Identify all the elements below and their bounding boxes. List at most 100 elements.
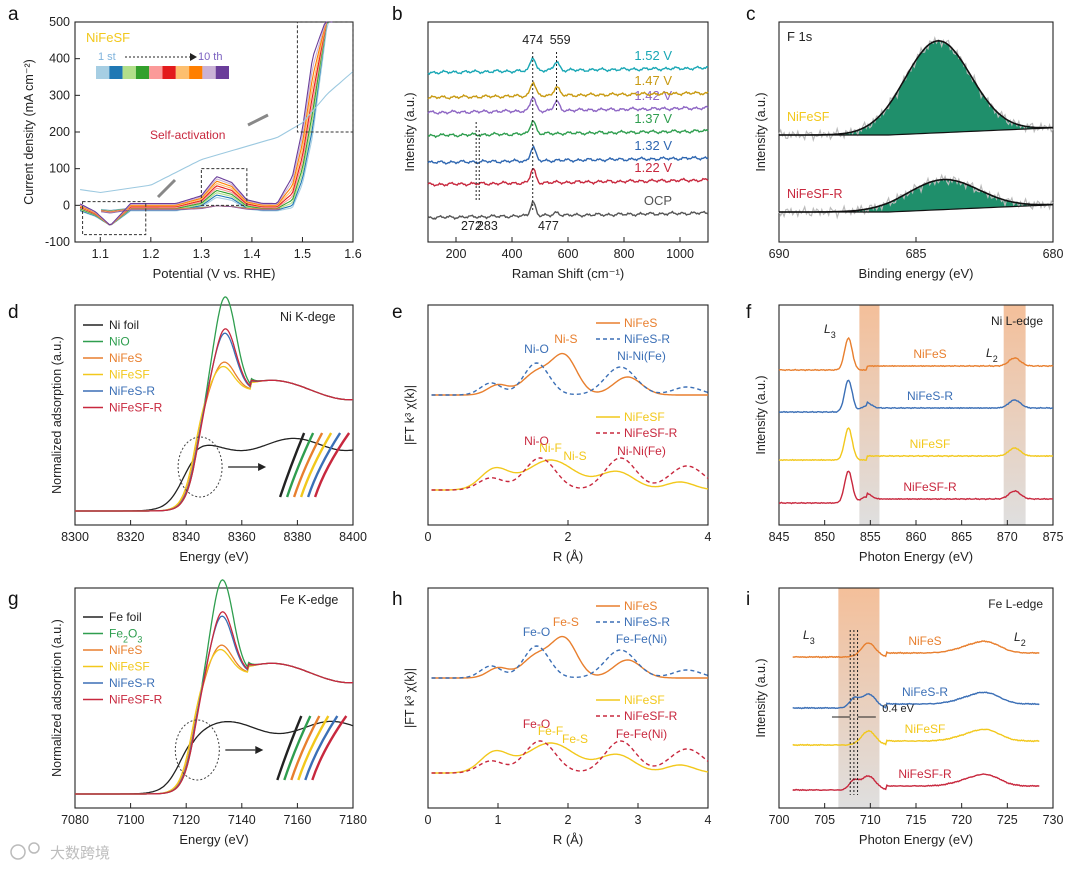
edge-subscript: 2 [1021,638,1026,648]
x-axis-label: Potential (V vs. RHE) [153,266,276,281]
panel-letter: a [8,4,19,25]
x-tick-label: 700 [769,813,790,827]
inset-curve [283,715,312,781]
peak-label: 474 [522,33,543,47]
zoom-box [200,168,248,206]
legend-label: NiFeS [624,599,657,613]
y-tick-label: 0 [63,198,70,212]
watermark-icon [10,844,26,860]
x-axis-label: Raman Shift (cm⁻¹) [512,266,624,281]
series-label: NiFeS-R [907,389,953,403]
baseline [779,127,1054,136]
x-tick-label: 200 [446,247,467,261]
cv-first-sweep [80,71,354,194]
cycle-swatch [109,66,123,79]
bond-annotation: Fe-O [523,625,550,639]
exafs-spectrum [431,740,709,774]
x-tick-label: 8380 [283,530,311,544]
inset-curve [299,432,333,498]
x-tick-label: 1.6 [344,247,361,261]
inset-curve [290,715,321,781]
x-tick-label: 7160 [283,813,311,827]
legend-label: NiFeSF-R [624,426,678,440]
x-tick-label: 1.5 [294,247,311,261]
y-axis-label: |FT k³ χ(k)| [403,668,417,728]
x-tick-label: 855 [860,530,881,544]
series-label: NiFeSF [910,437,951,451]
bond-annotation: Fe-Fe(Ni) [616,727,667,741]
cycle-swatch [122,66,136,79]
bond-annotation: Fe-F [538,724,563,738]
bond-annotation: Fe-S [562,732,588,746]
bond-annotation: Ni-F [539,441,562,455]
legend-label: NiFeS [109,351,142,365]
series-label: NiFeSF [787,110,830,124]
x-tick-label: 865 [951,530,972,544]
zoom-box [296,21,354,133]
x-tick-label: 7080 [61,813,89,827]
series-label: NiFeSF [905,722,946,736]
zoom-ellipse [174,719,220,781]
x-tick-label: 8360 [228,530,256,544]
x-tick-label: 8340 [172,530,200,544]
xas-spectrum [792,728,1040,747]
x-axis-label: Binding energy (eV) [859,266,974,281]
x-tick-label: 1.4 [243,247,260,261]
bond-annotation: Ni-S [563,449,586,463]
panel-letter: f [746,302,752,323]
inset-curve [304,715,339,781]
cycle-swatch [96,66,110,79]
cycle-end-label: 10 th [198,51,222,63]
x-tick-label: 860 [906,530,927,544]
x-tick-label: 1 [495,813,502,827]
x-tick-label: 875 [1043,530,1064,544]
spectrum-label: 1.47 V [634,73,672,88]
exafs-spectrum [431,645,709,679]
peak-label: 272 [461,219,482,233]
x-tick-label: 7140 [228,813,256,827]
x-tick-label: 600 [558,247,579,261]
panel-letter: h [392,589,403,610]
cycle-swatch [135,66,150,79]
x-tick-label: 8400 [339,530,367,544]
panel-title: Fe L-edge [988,597,1043,611]
x-tick-label: 685 [906,247,927,261]
legend-label: NiFeSF-R [109,401,163,415]
xas-spectrum [792,691,1040,710]
legend-label: NiFeS-R [624,332,670,346]
cv-cycle-curve [79,21,333,226]
exafs-spectrum [431,352,708,396]
bond-annotation: Fe-Fe(Ni) [616,632,667,646]
xanes-spectrum [75,611,354,795]
panel-letter: b [392,4,403,25]
legend-subscript: 2 [123,635,128,645]
series-label: NiFeSF-R [903,480,957,494]
x-tick-label: 1.1 [92,247,109,261]
x-tick-label: 800 [614,247,635,261]
spectrum-label: 1.42 V [634,88,672,103]
series-label: NiFeS [908,634,941,648]
cycle-start-label: 1 st [98,51,116,63]
legend-label: NiFeS [109,643,142,657]
y-axis-label: Intensity (a.u.) [754,92,768,171]
y-tick-label: -100 [45,235,70,249]
series-label: NiFeSF-R [898,767,952,781]
plot-frame [74,587,354,809]
x-tick-label: 710 [860,813,881,827]
legend-label: NiFeSF [109,660,150,674]
panel-letter: e [392,302,403,323]
spectrum-label: OCP [644,193,672,208]
x-tick-label: 7100 [117,813,145,827]
legend-label: NiFeSF-R [109,693,163,707]
peak-label: 559 [550,33,571,47]
edge-label: L2 [986,346,998,364]
bond-annotation: Ni-Ni(Fe) [617,349,666,363]
y-axis-label: Normalized adsorption (a.u.) [50,619,64,777]
inset-curve [285,432,315,498]
inset-curve [306,432,342,498]
peak-fill [779,40,1053,135]
xas-spectrum [778,379,1054,414]
x-tick-label: 7120 [172,813,200,827]
series-label: NiFeS-R [902,685,948,699]
